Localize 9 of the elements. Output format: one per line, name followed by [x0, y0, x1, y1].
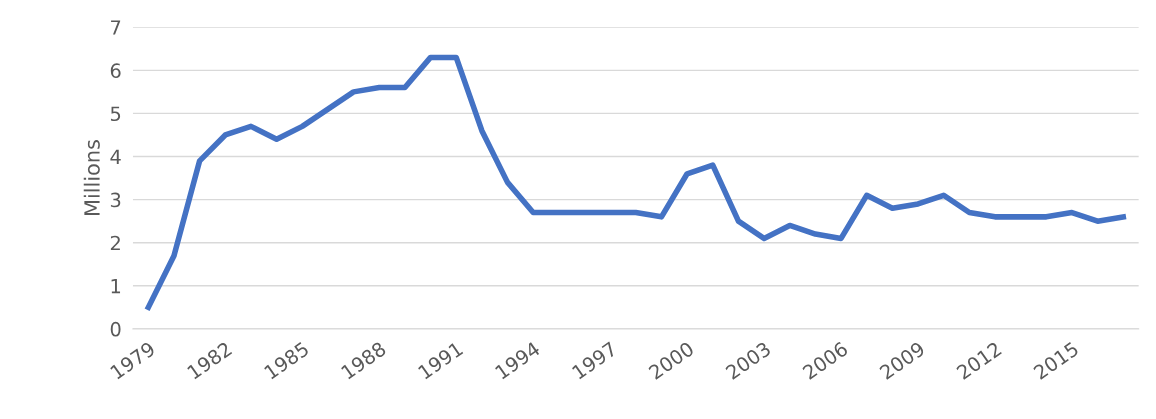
y-tick-label: 7 [111, 20, 121, 35]
y-tick-label: 5 [110, 106, 121, 122]
y-tick-label: 6 [110, 63, 121, 78]
y-axis-title: Millions [83, 140, 100, 215]
y-tick-label: 4 [110, 149, 121, 164]
y-tick-label: 2 [110, 235, 120, 251]
y-tick-label: 3 [110, 192, 121, 208]
y-tick-label: 1 [111, 279, 121, 294]
y-tick-label: 0 [110, 321, 121, 337]
